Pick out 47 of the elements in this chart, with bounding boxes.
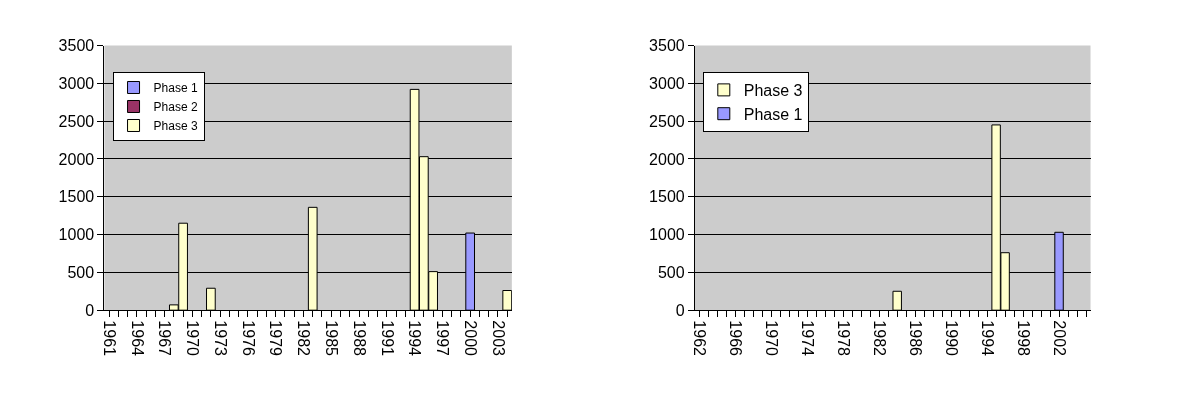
x-tick-label: 1990 (942, 320, 960, 357)
x-tick-label: 1976 (239, 320, 257, 357)
x-tick-label: 1997 (434, 320, 452, 357)
y-tick-label: 2000 (649, 150, 685, 168)
y-tick-label: 2500 (649, 112, 685, 130)
x-tick-label: 1994 (978, 320, 996, 357)
x-tick-label: 1967 (156, 320, 174, 357)
y-tick-label: 3000 (58, 74, 95, 92)
x-tick-label: 1998 (1014, 320, 1032, 357)
x-tick-label: 1973 (211, 320, 229, 357)
x-tick-label: 1979 (267, 320, 285, 357)
x-tick-label: 1961 (100, 320, 118, 357)
x-tick-label: 1962 (691, 320, 709, 357)
x-tick-label: 1994 (406, 320, 424, 357)
y-tick-label: 3500 (649, 37, 685, 55)
x-tick-label: 1964 (128, 320, 146, 357)
x-tick-label: 2000 (461, 320, 479, 357)
y-tick-label: 0 (85, 301, 95, 319)
y-tick-label: 2000 (58, 150, 95, 168)
y-tick-label: 3500 (58, 37, 95, 55)
legend-label: Phase 1 (743, 105, 803, 123)
legend-label: Phase 1 (153, 81, 198, 96)
x-tick-label: 1978 (835, 320, 853, 357)
legend-label: Phase 3 (743, 82, 803, 100)
y-tick-label: 500 (657, 263, 685, 281)
x-tick-label: 1991 (378, 320, 396, 357)
x-tick-label: 1986 (906, 320, 924, 357)
y-tick-label: 1500 (58, 188, 95, 206)
x-tick-label: 2002 (1050, 320, 1068, 357)
y-tick-label: 3000 (649, 74, 685, 92)
y-tick-label: 1000 (649, 226, 685, 244)
x-tick-label: 1982 (295, 320, 313, 357)
x-tick-label: 1988 (350, 320, 368, 357)
y-tick-label: 2500 (58, 112, 95, 130)
x-tick-label: 1974 (799, 320, 817, 357)
y-tick-label: 1500 (649, 188, 685, 206)
x-tick-label: 1982 (871, 320, 889, 357)
y-tick-label: 0 (675, 301, 685, 319)
x-tick-label: 1966 (727, 320, 745, 357)
x-tick-label: 1970 (763, 320, 781, 357)
x-tick-label: 1985 (323, 320, 341, 357)
x-tick-label: 2003 (489, 320, 507, 357)
y-tick-label: 1000 (58, 226, 95, 244)
x-tick-label: 1970 (184, 320, 202, 357)
y-tick-label: 500 (67, 263, 95, 281)
legend-label: Phase 3 (153, 119, 198, 134)
legend-label: Phase 2 (153, 100, 198, 115)
